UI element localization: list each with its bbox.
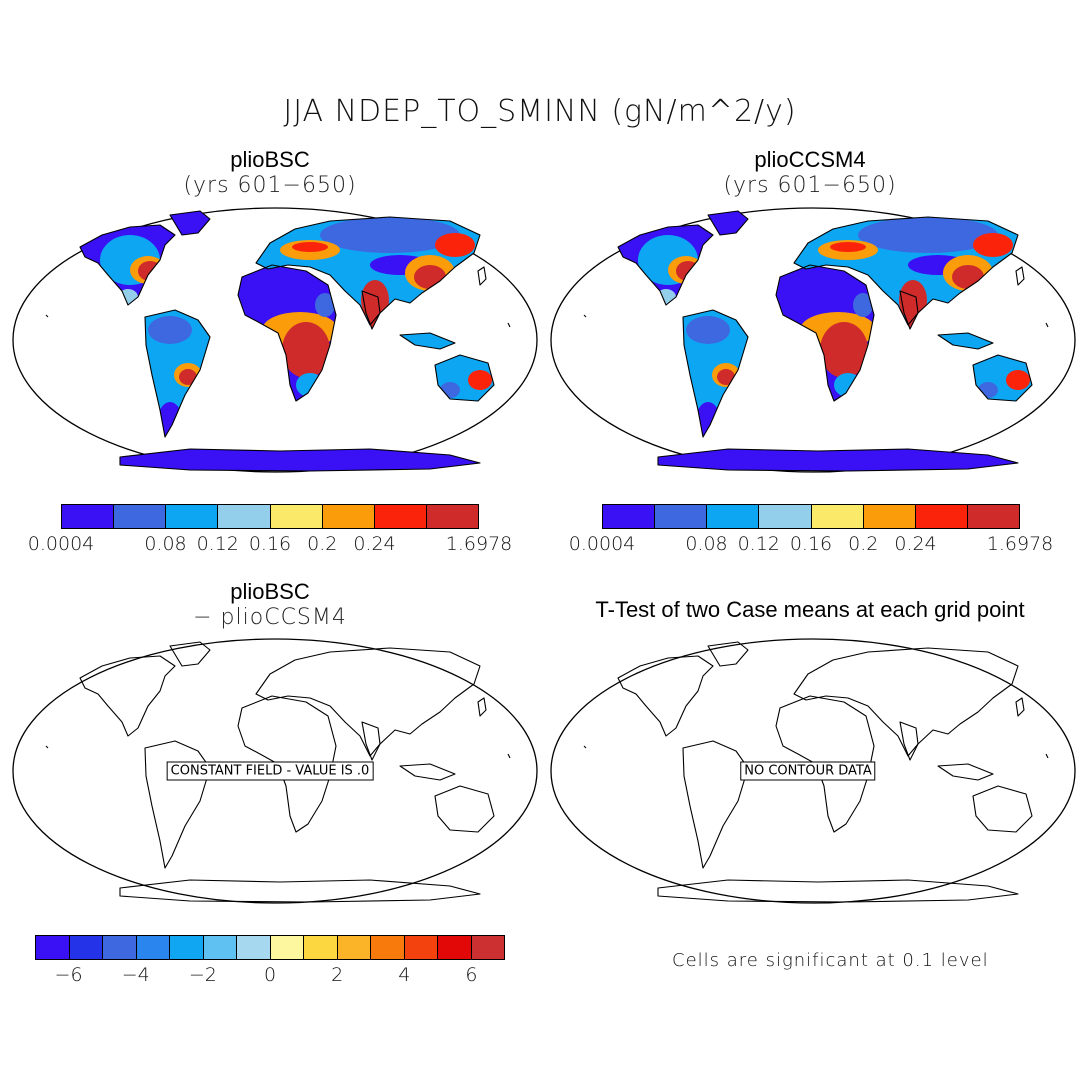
cbar-pliocssm4-swatch-5 xyxy=(863,505,916,528)
cbar-pliobsc-tick-label: 0.12 xyxy=(196,533,239,555)
cbar-diff-swatch-12 xyxy=(438,936,472,959)
cbar-pliobsc-swatch-1 xyxy=(114,505,167,528)
panel-subtitle-pliocssm4: (yrs 601−650) xyxy=(723,173,897,198)
colorbar-pliobsc xyxy=(61,504,479,529)
cbar-pliocssm4-swatch-6 xyxy=(915,505,968,528)
cbar-diff-swatch-1 xyxy=(69,936,103,959)
panel-title-difference: plioBSC xyxy=(230,579,310,604)
cbar-pliobsc-tick-label: 0.24 xyxy=(353,533,396,555)
no-contour-message: NO CONTOUR DATA xyxy=(740,761,876,781)
panel-title-pliocssm4: plioCCSM4 xyxy=(754,147,866,172)
cbar-pliobsc-tick-label: 0.16 xyxy=(248,533,292,555)
panel-subtitle-pliobsc: (yrs 601−650) xyxy=(183,173,357,198)
cbar-diff-tick-label: −2 xyxy=(188,964,217,986)
cbar-diff-tick-label: 2 xyxy=(331,964,344,986)
cbar-pliocssm4-swatch-2 xyxy=(707,505,760,528)
cbar-pliocssm4-swatch-4 xyxy=(811,505,864,528)
panel-title-ttest: T-Test of two Case means at each grid po… xyxy=(595,597,1025,622)
cbar-diff-tick-label: 0 xyxy=(263,964,277,986)
cbar-pliobsc-swatch-7 xyxy=(426,505,478,528)
cbar-pliocssm4-tick-label: 1.6978 xyxy=(986,533,1054,555)
cbar-diff-tick-label: 6 xyxy=(465,964,478,986)
cbar-pliobsc-tick-label: 0.08 xyxy=(144,533,187,555)
cbar-pliocssm4-swatch-7 xyxy=(967,505,1019,528)
cbar-diff-tick-label: 4 xyxy=(398,964,411,986)
constant-field-message: CONSTANT FIELD - VALUE IS .0 xyxy=(166,761,374,781)
cbar-pliobsc-swatch-4 xyxy=(270,505,323,528)
cbar-pliocssm4-tick-label: 0.24 xyxy=(894,533,937,555)
cbar-diff-swatch-13 xyxy=(471,936,504,959)
cbar-pliobsc-swatch-3 xyxy=(218,505,271,528)
map-filled-pliocssm4 xyxy=(551,208,1075,472)
cbar-pliobsc-swatch-0 xyxy=(62,505,115,528)
cbar-diff-tick-label: −4 xyxy=(121,964,150,986)
map-pliocssm4 xyxy=(548,205,1078,475)
cbar-diff-swatch-9 xyxy=(337,936,371,959)
cbar-pliobsc-tick-label: 0.2 xyxy=(307,533,338,555)
cbar-pliocssm4-tick-label: 0.2 xyxy=(848,533,879,555)
cbar-pliobsc-swatch-5 xyxy=(322,505,375,528)
cbar-diff-swatch-7 xyxy=(270,936,304,959)
cbar-pliobsc-swatch-2 xyxy=(166,505,219,528)
map-filled-pliobsc xyxy=(13,208,537,472)
cbar-diff-tick-label: −6 xyxy=(54,964,83,986)
cbar-pliocssm4-swatch-0 xyxy=(603,505,656,528)
panel-title-pliobsc: plioBSC xyxy=(230,147,310,172)
cbar-diff-swatch-4 xyxy=(170,936,204,959)
cbar-diff-swatch-11 xyxy=(404,936,438,959)
cbar-pliocssm4-tick-label: 0.0004 xyxy=(568,533,636,555)
cbar-diff-swatch-5 xyxy=(203,936,237,959)
cbar-diff-swatch-2 xyxy=(103,936,137,959)
cbar-pliocssm4-swatch-1 xyxy=(655,505,708,528)
cbar-pliobsc-tick-label: 0.0004 xyxy=(27,533,95,555)
figure-title: JJA NDEP_TO_SMINN (gN/m^2/y) xyxy=(283,94,797,129)
colorbar-pliocssm4 xyxy=(602,504,1020,529)
cbar-pliobsc-swatch-6 xyxy=(374,505,427,528)
significance-note: Cells are significant at 0.1 level xyxy=(672,950,989,971)
map-pliobsc xyxy=(10,205,540,475)
cbar-pliobsc-tick-label: 1.6978 xyxy=(445,533,513,555)
cbar-diff-swatch-6 xyxy=(237,936,271,959)
colorbar-difference xyxy=(35,935,505,960)
cbar-pliocssm4-tick-label: 0.12 xyxy=(737,533,780,555)
panel-subtitle-difference: − plioCCSM4 xyxy=(193,605,347,630)
cbar-diff-swatch-3 xyxy=(136,936,170,959)
cbar-pliocssm4-tick-label: 0.08 xyxy=(685,533,728,555)
cbar-diff-swatch-10 xyxy=(371,936,405,959)
cbar-diff-swatch-0 xyxy=(36,936,70,959)
cbar-diff-swatch-8 xyxy=(304,936,338,959)
cbar-pliocssm4-swatch-3 xyxy=(759,505,812,528)
cbar-pliocssm4-tick-label: 0.16 xyxy=(789,533,833,555)
